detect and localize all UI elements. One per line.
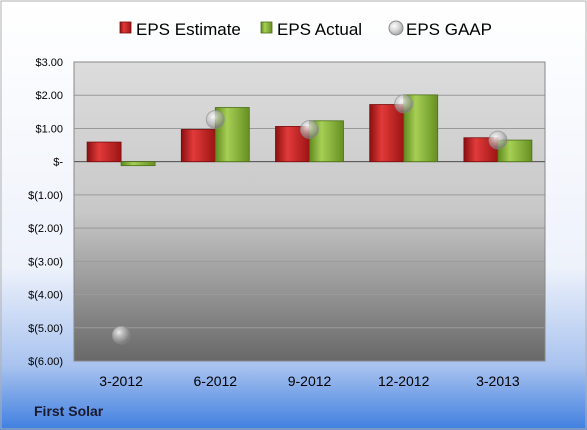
y-tick-label: $(6.00) [28, 356, 63, 368]
y-tick-label: $(3.00) [28, 256, 63, 268]
marker-eps-gaap [488, 130, 508, 150]
bar-eps-actual [120, 161, 156, 167]
x-axis-ticks: 3-2012 6-2012 9-2012 12-2012 3-2013 [99, 373, 520, 389]
y-tick-label: $(5.00) [28, 323, 63, 335]
y-tick-label: $2.00 [35, 90, 63, 102]
marker-eps-gaap [394, 94, 414, 114]
legend-label: EPS Estimate [136, 20, 241, 39]
legend: EPS Estimate EPS Actual EPS GAAP [119, 20, 492, 39]
y-tick-label: $- [53, 157, 63, 169]
gaap-markers [111, 94, 508, 345]
legend-swatch-eps-actual [260, 21, 273, 34]
y-axis-ticks: $3.00 $2.00 $1.00 $- $(1.00) $(2.00) $(3.00) $(… [28, 57, 63, 368]
footer-label: First Solar [34, 403, 104, 419]
y-tick-label: $(4.00) [28, 290, 63, 302]
bar-eps-estimate [86, 141, 122, 163]
x-tick-label: 6-2012 [194, 373, 238, 389]
bar-eps-estimate [369, 104, 405, 163]
x-tick-label: 12-2012 [378, 373, 430, 389]
plot-frame [73, 61, 546, 362]
bar-eps-estimate [180, 129, 216, 163]
legend-label: EPS GAAP [406, 20, 492, 39]
y-tick-label: $1.00 [35, 123, 63, 135]
x-tick-label: 3-2013 [476, 373, 520, 389]
marker-eps-gaap [300, 119, 319, 139]
bar-eps-actual [497, 139, 533, 163]
marker-eps-gaap [111, 325, 131, 345]
y-tick-label: $(2.00) [28, 223, 63, 235]
bars [86, 94, 533, 167]
y-tick-label: $3.00 [35, 57, 63, 69]
y-tick-label: $(1.00) [28, 190, 63, 202]
x-tick-label: 9-2012 [288, 373, 332, 389]
legend-swatch-eps-gaap [388, 20, 404, 36]
legend-label: EPS Actual [277, 20, 362, 39]
legend-swatch-eps-estimate [119, 21, 132, 34]
x-tick-label: 3-2012 [99, 373, 143, 389]
marker-eps-gaap [205, 109, 225, 129]
plot-area [74, 62, 545, 361]
